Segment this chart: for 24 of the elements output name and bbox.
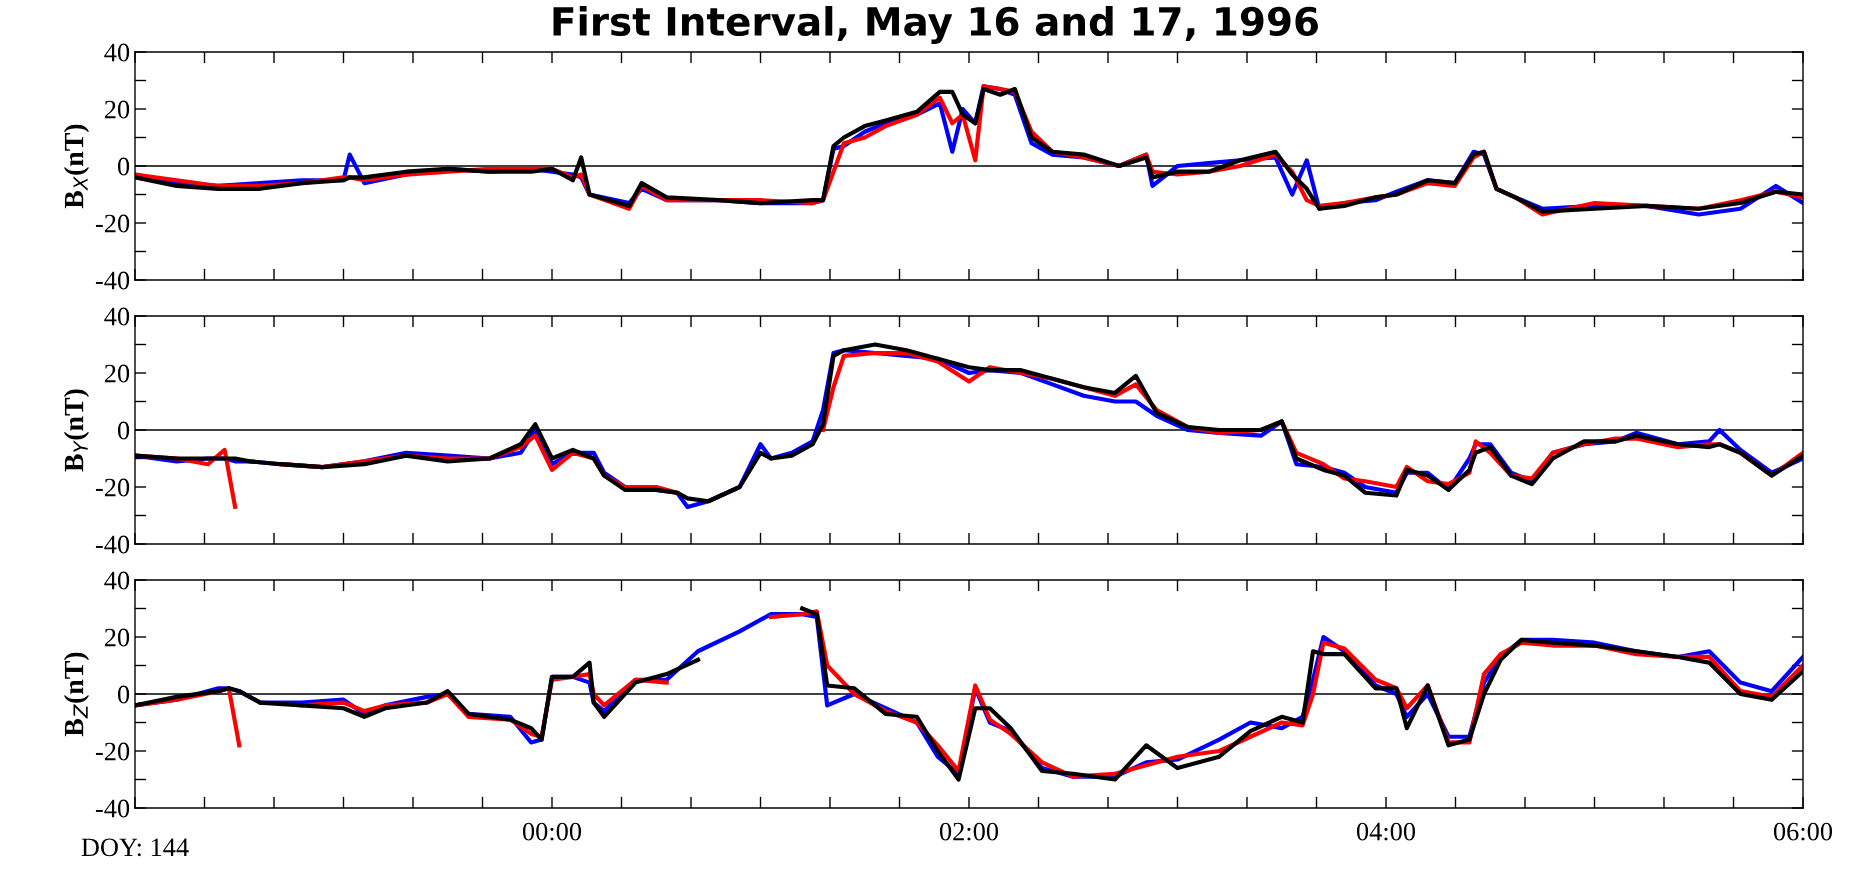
y-tick-label: -20 [95,214,130,233]
x-tick-label: 04:00 [1356,822,1416,841]
y-axis-title: B$_{Z}$(nT) [63,652,90,737]
x-tick-label: 00:00 [522,822,582,841]
y-tick-label: 0 [117,421,130,440]
y-tick-label: -20 [95,478,130,497]
chart-title: First Interval, May 16 and 17, 1996 [553,6,1318,44]
y-tick-label: 40 [104,43,130,62]
x-tick-label: 02:00 [939,822,999,841]
y-tick-label: 20 [104,364,130,383]
x-axis-title: DOY: 144 [81,838,189,857]
y-tick-label: -40 [95,799,130,818]
y-axis-title: B$_{X}$(nT) [63,124,90,209]
y-axis-title: B$_{Y}$(nT) [63,389,90,472]
y-tick-label: -40 [95,271,130,290]
y-tick-label: 0 [117,157,130,176]
y-tick-label: 40 [104,307,130,326]
x-tick-label: 06:00 [1773,822,1833,841]
y-tick-label: 20 [104,100,130,119]
y-tick-label: 40 [104,571,130,590]
y-tick-label: -20 [95,742,130,761]
y-tick-label: -40 [95,535,130,554]
y-tick-label: 0 [117,685,130,704]
y-tick-label: 20 [104,628,130,647]
